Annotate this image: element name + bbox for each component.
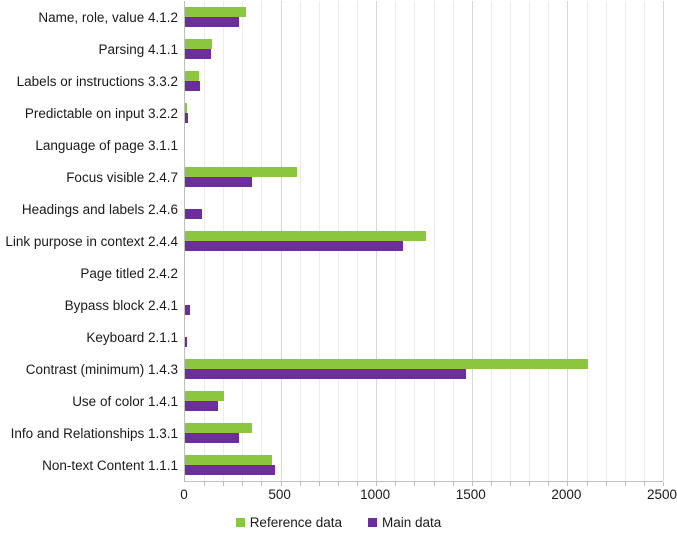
axis-tick (299, 482, 301, 486)
bar-reference (185, 71, 200, 81)
category-axis: Name, role, value 4.1.2 Parsing 4.1.1 Labe… (0, 1, 178, 481)
gridline (605, 1, 607, 481)
bar-reference (185, 359, 589, 369)
gridline (586, 1, 588, 481)
gridline (567, 1, 569, 481)
axis-tick (280, 482, 282, 486)
category-label: Labels or instructions 3.3.2 (16, 73, 178, 89)
legend-swatch-icon (235, 518, 245, 527)
legend-label: Main data (382, 515, 442, 530)
category-label: Focus visible 2.4.7 (66, 169, 178, 185)
category-label: Headings and labels 2.4.6 (21, 201, 178, 217)
axis-tick (318, 482, 320, 486)
bar-main (185, 401, 219, 411)
gridline (624, 1, 626, 481)
gridline (490, 1, 492, 481)
axis-tick (567, 482, 569, 486)
bar-main (185, 209, 203, 219)
gridline (452, 1, 454, 481)
axis-tick (586, 482, 588, 486)
gridline (433, 1, 435, 481)
value-axis-label: 1000 (360, 487, 391, 502)
plot-area (184, 1, 664, 486)
bar-main (185, 17, 240, 27)
value-axis-label: 2000 (551, 487, 582, 502)
category-label: Info and Relationships 1.3.1 (10, 425, 178, 441)
axis-tick (395, 482, 397, 486)
bar-reference (185, 7, 247, 17)
category-label: Language of page 3.1.1 (35, 137, 178, 153)
category-label: Name, role, value 4.1.2 (38, 9, 178, 25)
axis-tick (261, 482, 263, 486)
axis-tick (529, 482, 531, 486)
bar-reference (185, 391, 225, 401)
bar-main (185, 177, 252, 187)
axis-tick (242, 482, 244, 486)
gridline (663, 1, 664, 481)
axis-tick (376, 482, 378, 486)
axis-tick (433, 482, 435, 486)
legend: Reference data Main data (0, 515, 677, 530)
axis-tick (452, 482, 454, 486)
gridline (471, 1, 473, 481)
bar-reference (185, 39, 212, 49)
bar-main (185, 49, 211, 59)
legend-item: Main data (368, 515, 441, 530)
bar-reference (185, 423, 252, 433)
bar-main (185, 113, 188, 123)
value-axis-label: 500 (268, 487, 291, 502)
gridline (643, 1, 645, 481)
category-label: Page titled 2.4.2 (80, 265, 178, 281)
axis-tick (643, 482, 645, 486)
axis-tick (204, 482, 206, 486)
bar-main (185, 81, 201, 91)
bar-reference (185, 231, 426, 241)
bar-main (185, 337, 187, 347)
gridline (414, 1, 416, 481)
bar-main (185, 433, 239, 443)
value-axis-label: 0 (180, 487, 188, 502)
axis-tick (605, 482, 607, 486)
gridline (548, 1, 550, 481)
gridline (510, 1, 512, 481)
legend-item: Reference data (235, 515, 342, 530)
axis-tick (337, 482, 339, 486)
category-label: Link purpose in context 2.4.4 (5, 233, 178, 249)
value-axis-label: 2500 (646, 487, 677, 502)
value-axis: 0 500 1000 1500 2000 2500 (180, 487, 677, 503)
axis-tick (414, 482, 416, 486)
bar-reference (185, 103, 187, 113)
legend-label: Reference data (249, 515, 342, 530)
axis-tick (471, 482, 473, 486)
value-axis-label: 1500 (455, 487, 486, 502)
bar-main (185, 305, 190, 315)
axis-tick (490, 482, 492, 486)
bar-main (185, 241, 403, 251)
category-label: Parsing 4.1.1 (98, 41, 178, 57)
gridline (529, 1, 531, 481)
bar-reference (185, 167, 297, 177)
category-label: Predictable on input 3.2.2 (24, 105, 178, 121)
axis-tick (357, 482, 359, 486)
category-label: Contrast (minimum) 1.4.3 (25, 361, 178, 377)
category-label: Use of color 1.4.1 (72, 393, 178, 409)
legend-swatch-icon (368, 518, 377, 527)
category-label: Keyboard 2.1.1 (86, 329, 178, 345)
axis-tick (223, 482, 225, 486)
axis-tick (548, 482, 550, 486)
bar-reference (185, 455, 272, 465)
category-label: Bypass block 2.4.1 (64, 297, 178, 313)
axis-tick (510, 482, 512, 486)
bar-main (185, 465, 275, 475)
bar-main (185, 369, 467, 379)
axis-tick (624, 482, 626, 486)
category-label: Non-text Content 1.1.1 (42, 457, 178, 473)
axis-tick (663, 482, 664, 486)
